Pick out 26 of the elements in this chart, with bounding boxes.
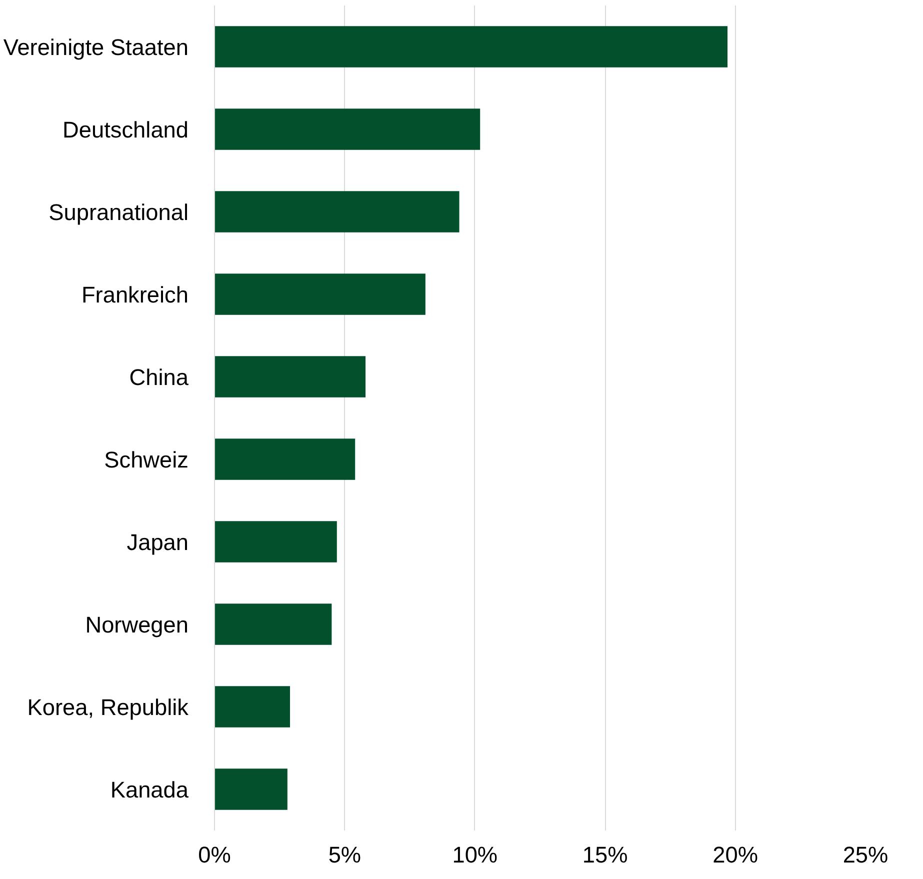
x-tick-label: 15% <box>582 842 628 868</box>
y-tick-label: Schweiz <box>104 446 189 472</box>
bar <box>214 356 366 398</box>
x-tick-label: 10% <box>452 842 498 868</box>
y-tick-label: Frankreich <box>81 281 189 308</box>
y-tick-label: China <box>129 364 189 390</box>
bar <box>214 438 356 480</box>
y-tick-label: Supranational <box>48 198 189 225</box>
x-tick-label: 20% <box>712 842 758 868</box>
y-tick-label: Norwegen <box>85 611 189 638</box>
y-tick-label: Deutschland <box>62 116 189 142</box>
y-tick-label: Japan <box>126 528 189 555</box>
x-tick-label: 25% <box>842 842 888 868</box>
bar <box>214 604 332 645</box>
y-tick-label: Korea, Republik <box>27 694 190 720</box>
y-tick-label: Kanada <box>110 776 189 802</box>
x-tick-label: 0% <box>198 842 231 868</box>
bar <box>214 108 480 150</box>
bar <box>214 768 288 810</box>
bar <box>214 686 290 728</box>
bar <box>214 521 337 562</box>
x-tick-label: 5% <box>328 842 362 868</box>
bar <box>214 26 728 68</box>
bar <box>214 274 426 315</box>
y-tick-label: Vereinigte Staaten <box>3 34 189 60</box>
bar <box>214 191 460 232</box>
